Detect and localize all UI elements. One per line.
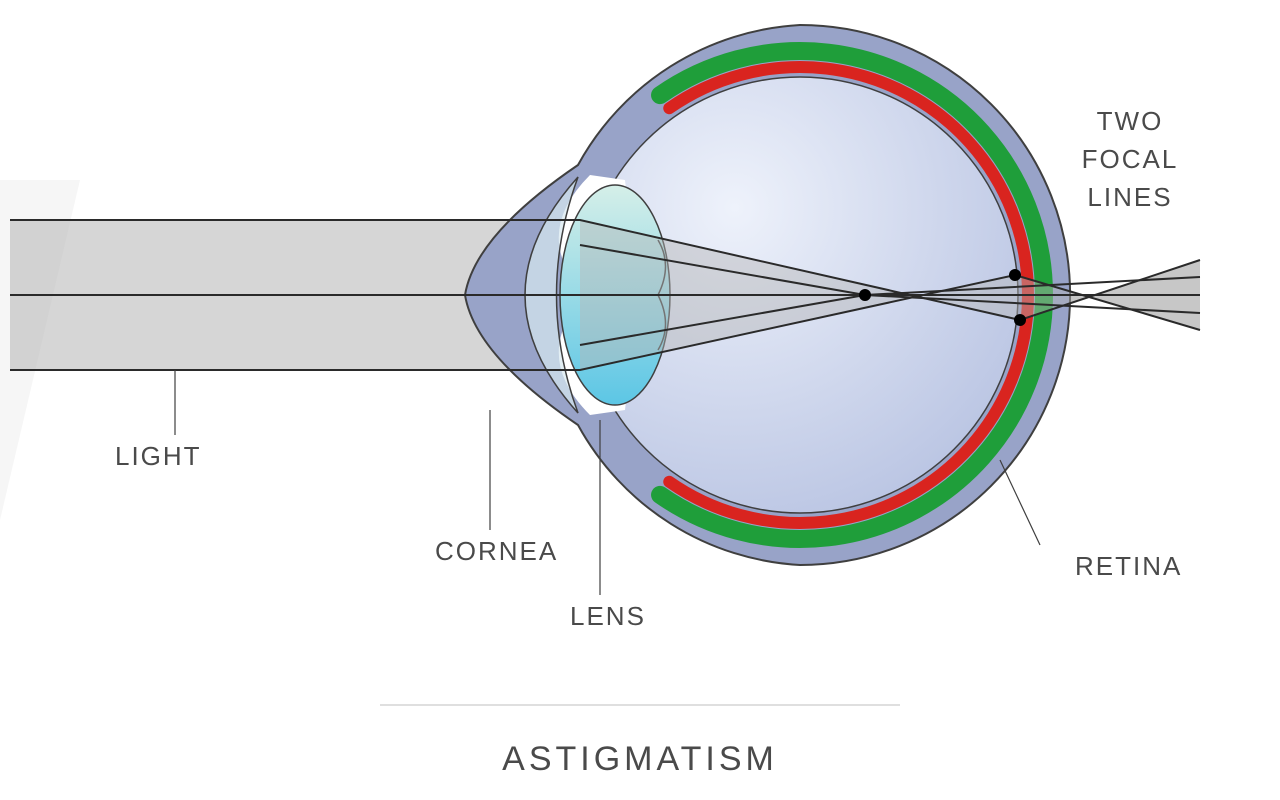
focal-point: [1009, 269, 1021, 281]
focal-point: [1014, 314, 1026, 326]
focal-point: [859, 289, 871, 301]
retina-label: RETINA: [1075, 551, 1182, 581]
cornea-label: CORNEA: [435, 536, 558, 566]
diagram-title: ASTIGMATISM: [502, 740, 778, 778]
lens-label: LENS: [570, 601, 646, 631]
light-label: LIGHT: [115, 441, 202, 471]
